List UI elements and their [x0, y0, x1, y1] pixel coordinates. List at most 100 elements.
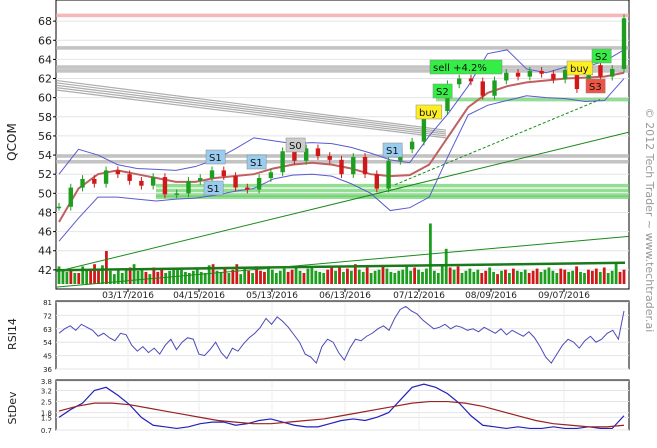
volume-bar [598, 271, 602, 284]
candle-body [409, 141, 415, 150]
volume-bar [191, 270, 195, 284]
candle-body [610, 68, 615, 77]
candle-body [186, 180, 191, 194]
volume-bar [235, 264, 239, 284]
candle-body [221, 170, 226, 177]
volume-bar [116, 269, 120, 284]
annotation-text: S3 [589, 82, 602, 93]
annotation-text: buy [419, 108, 438, 119]
volume-bar [286, 271, 290, 284]
candle-body [174, 193, 179, 195]
candle-body [292, 151, 297, 161]
price-tick-label: 52 [38, 168, 52, 181]
candle-body [504, 72, 509, 81]
candle-body [492, 80, 497, 96]
x-tick-label: 09/07/2016 [538, 291, 590, 301]
annotation-box [585, 78, 606, 94]
volume-bar [263, 271, 266, 284]
volume-bar [278, 270, 282, 284]
volume-bar [527, 273, 531, 284]
volume-bar [85, 270, 89, 284]
volume-bar [425, 268, 428, 284]
volume-bar [128, 267, 132, 284]
stdev-average-line [58, 400, 625, 428]
volume-average-line [55, 261, 626, 272]
volume-bar [405, 266, 409, 284]
volume-bar [306, 268, 310, 284]
volume-bar [314, 270, 318, 284]
volume-bar [180, 269, 183, 284]
volume-bar [488, 267, 492, 284]
annotation-text: S1 [386, 146, 399, 157]
volume-bar [61, 269, 65, 284]
volume-bar [89, 269, 93, 284]
x-tick-label: 04/15/2016 [173, 291, 225, 301]
x-tick-label: 07/12/2016 [393, 291, 445, 301]
support-band [436, 97, 629, 102]
volume-bar [523, 269, 527, 284]
annotation-box [591, 48, 612, 64]
stdev-tick-label: 3.8 [41, 378, 52, 386]
volume-bar [349, 270, 353, 284]
volume-bar [318, 271, 322, 284]
candle-body [621, 18, 627, 69]
candle-body [198, 178, 203, 181]
x-tick-label: 06/13/2016 [319, 291, 371, 301]
annotation-label: buy [415, 104, 443, 120]
bollinger-lower [58, 78, 625, 242]
stdev-line [58, 383, 625, 430]
rsi-tick-label: 72 [43, 312, 52, 320]
candle-body [256, 178, 262, 190]
resistance-trendline [55, 87, 447, 137]
annotation-text: buy [570, 64, 589, 75]
annotation-text: S0 [289, 141, 302, 152]
volume-bar [594, 268, 598, 284]
volume-bar [432, 270, 436, 284]
annotation-label: sell +4.2% [429, 59, 503, 75]
volume-bar [614, 263, 618, 284]
volume-bar [417, 269, 420, 284]
volume-bar [136, 270, 140, 284]
candle-body [562, 69, 568, 80]
annotation-label: S2 [432, 83, 453, 99]
candle-body [139, 180, 144, 186]
volume-bar [365, 267, 369, 284]
candle-body [327, 156, 332, 160]
annotation-label: S3 [585, 78, 606, 94]
resistance-trendline [55, 82, 447, 133]
volume-bar [282, 268, 286, 284]
price-tick-label: 42 [38, 264, 52, 277]
volume-bar [120, 273, 124, 284]
volume-bar [385, 268, 389, 284]
annotation-box [566, 60, 594, 76]
volume-bar [539, 271, 543, 284]
volume-bar [480, 273, 484, 284]
volume-bar [259, 270, 262, 284]
candle-body [539, 70, 544, 74]
volume-bar [563, 269, 567, 284]
price-tick-label: 46 [38, 226, 52, 239]
volume-bar [144, 271, 148, 284]
price-tick-label: 58 [38, 111, 52, 124]
candle-body [268, 172, 274, 179]
support-band [156, 188, 629, 193]
volume-bar [211, 264, 215, 284]
rsi-y-axis-label: RSI14 [6, 318, 19, 350]
candle-body [245, 187, 250, 190]
volume-bar [421, 271, 424, 284]
annotation-label: S1 [203, 180, 224, 196]
candle-body [162, 177, 168, 195]
volume-bar [290, 269, 294, 284]
candle-body [80, 178, 85, 188]
volume-bar [409, 270, 413, 284]
volume-bar [302, 273, 306, 284]
volume-bar [357, 269, 361, 284]
volume-bar [440, 264, 444, 284]
volume-bar [247, 270, 251, 284]
volume-bar [334, 270, 337, 284]
annotation-box [382, 142, 403, 158]
volume-bar [77, 273, 81, 284]
annotation-box [285, 137, 306, 153]
candle-body [339, 159, 344, 175]
volume-bar [101, 265, 104, 284]
